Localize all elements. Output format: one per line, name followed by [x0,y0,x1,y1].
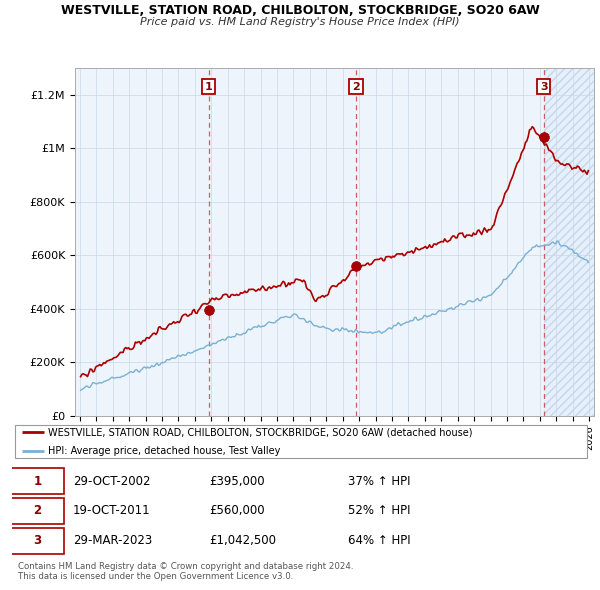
FancyBboxPatch shape [11,527,64,554]
FancyBboxPatch shape [15,425,587,458]
Text: 52% ↑ HPI: 52% ↑ HPI [348,504,410,517]
Text: 2: 2 [352,81,360,91]
Text: WESTVILLE, STATION ROAD, CHILBOLTON, STOCKBRIDGE, SO20 6AW: WESTVILLE, STATION ROAD, CHILBOLTON, STO… [61,4,539,17]
Text: WESTVILLE, STATION ROAD, CHILBOLTON, STOCKBRIDGE, SO20 6AW (detached house): WESTVILLE, STATION ROAD, CHILBOLTON, STO… [49,427,473,437]
Text: 37% ↑ HPI: 37% ↑ HPI [348,474,410,487]
FancyBboxPatch shape [11,498,64,524]
Text: 1: 1 [34,474,41,487]
Text: 1: 1 [205,81,212,91]
Text: 3: 3 [34,535,41,548]
Text: 64% ↑ HPI: 64% ↑ HPI [348,535,410,548]
Text: £395,000: £395,000 [209,474,265,487]
Text: 3: 3 [540,81,548,91]
Text: 29-OCT-2002: 29-OCT-2002 [73,474,150,487]
Text: Contains HM Land Registry data © Crown copyright and database right 2024.: Contains HM Land Registry data © Crown c… [18,562,353,571]
Text: Price paid vs. HM Land Registry's House Price Index (HPI): Price paid vs. HM Land Registry's House … [140,17,460,27]
Text: 2: 2 [34,504,41,517]
FancyBboxPatch shape [11,468,64,494]
Text: 19-OCT-2011: 19-OCT-2011 [73,504,151,517]
Text: HPI: Average price, detached house, Test Valley: HPI: Average price, detached house, Test… [49,445,281,455]
Bar [544,68,594,416]
Text: £1,042,500: £1,042,500 [209,535,276,548]
Text: £560,000: £560,000 [209,504,265,517]
Bar [544,68,594,416]
Text: This data is licensed under the Open Government Licence v3.0.: This data is licensed under the Open Gov… [18,572,293,581]
Text: 29-MAR-2023: 29-MAR-2023 [73,535,152,548]
